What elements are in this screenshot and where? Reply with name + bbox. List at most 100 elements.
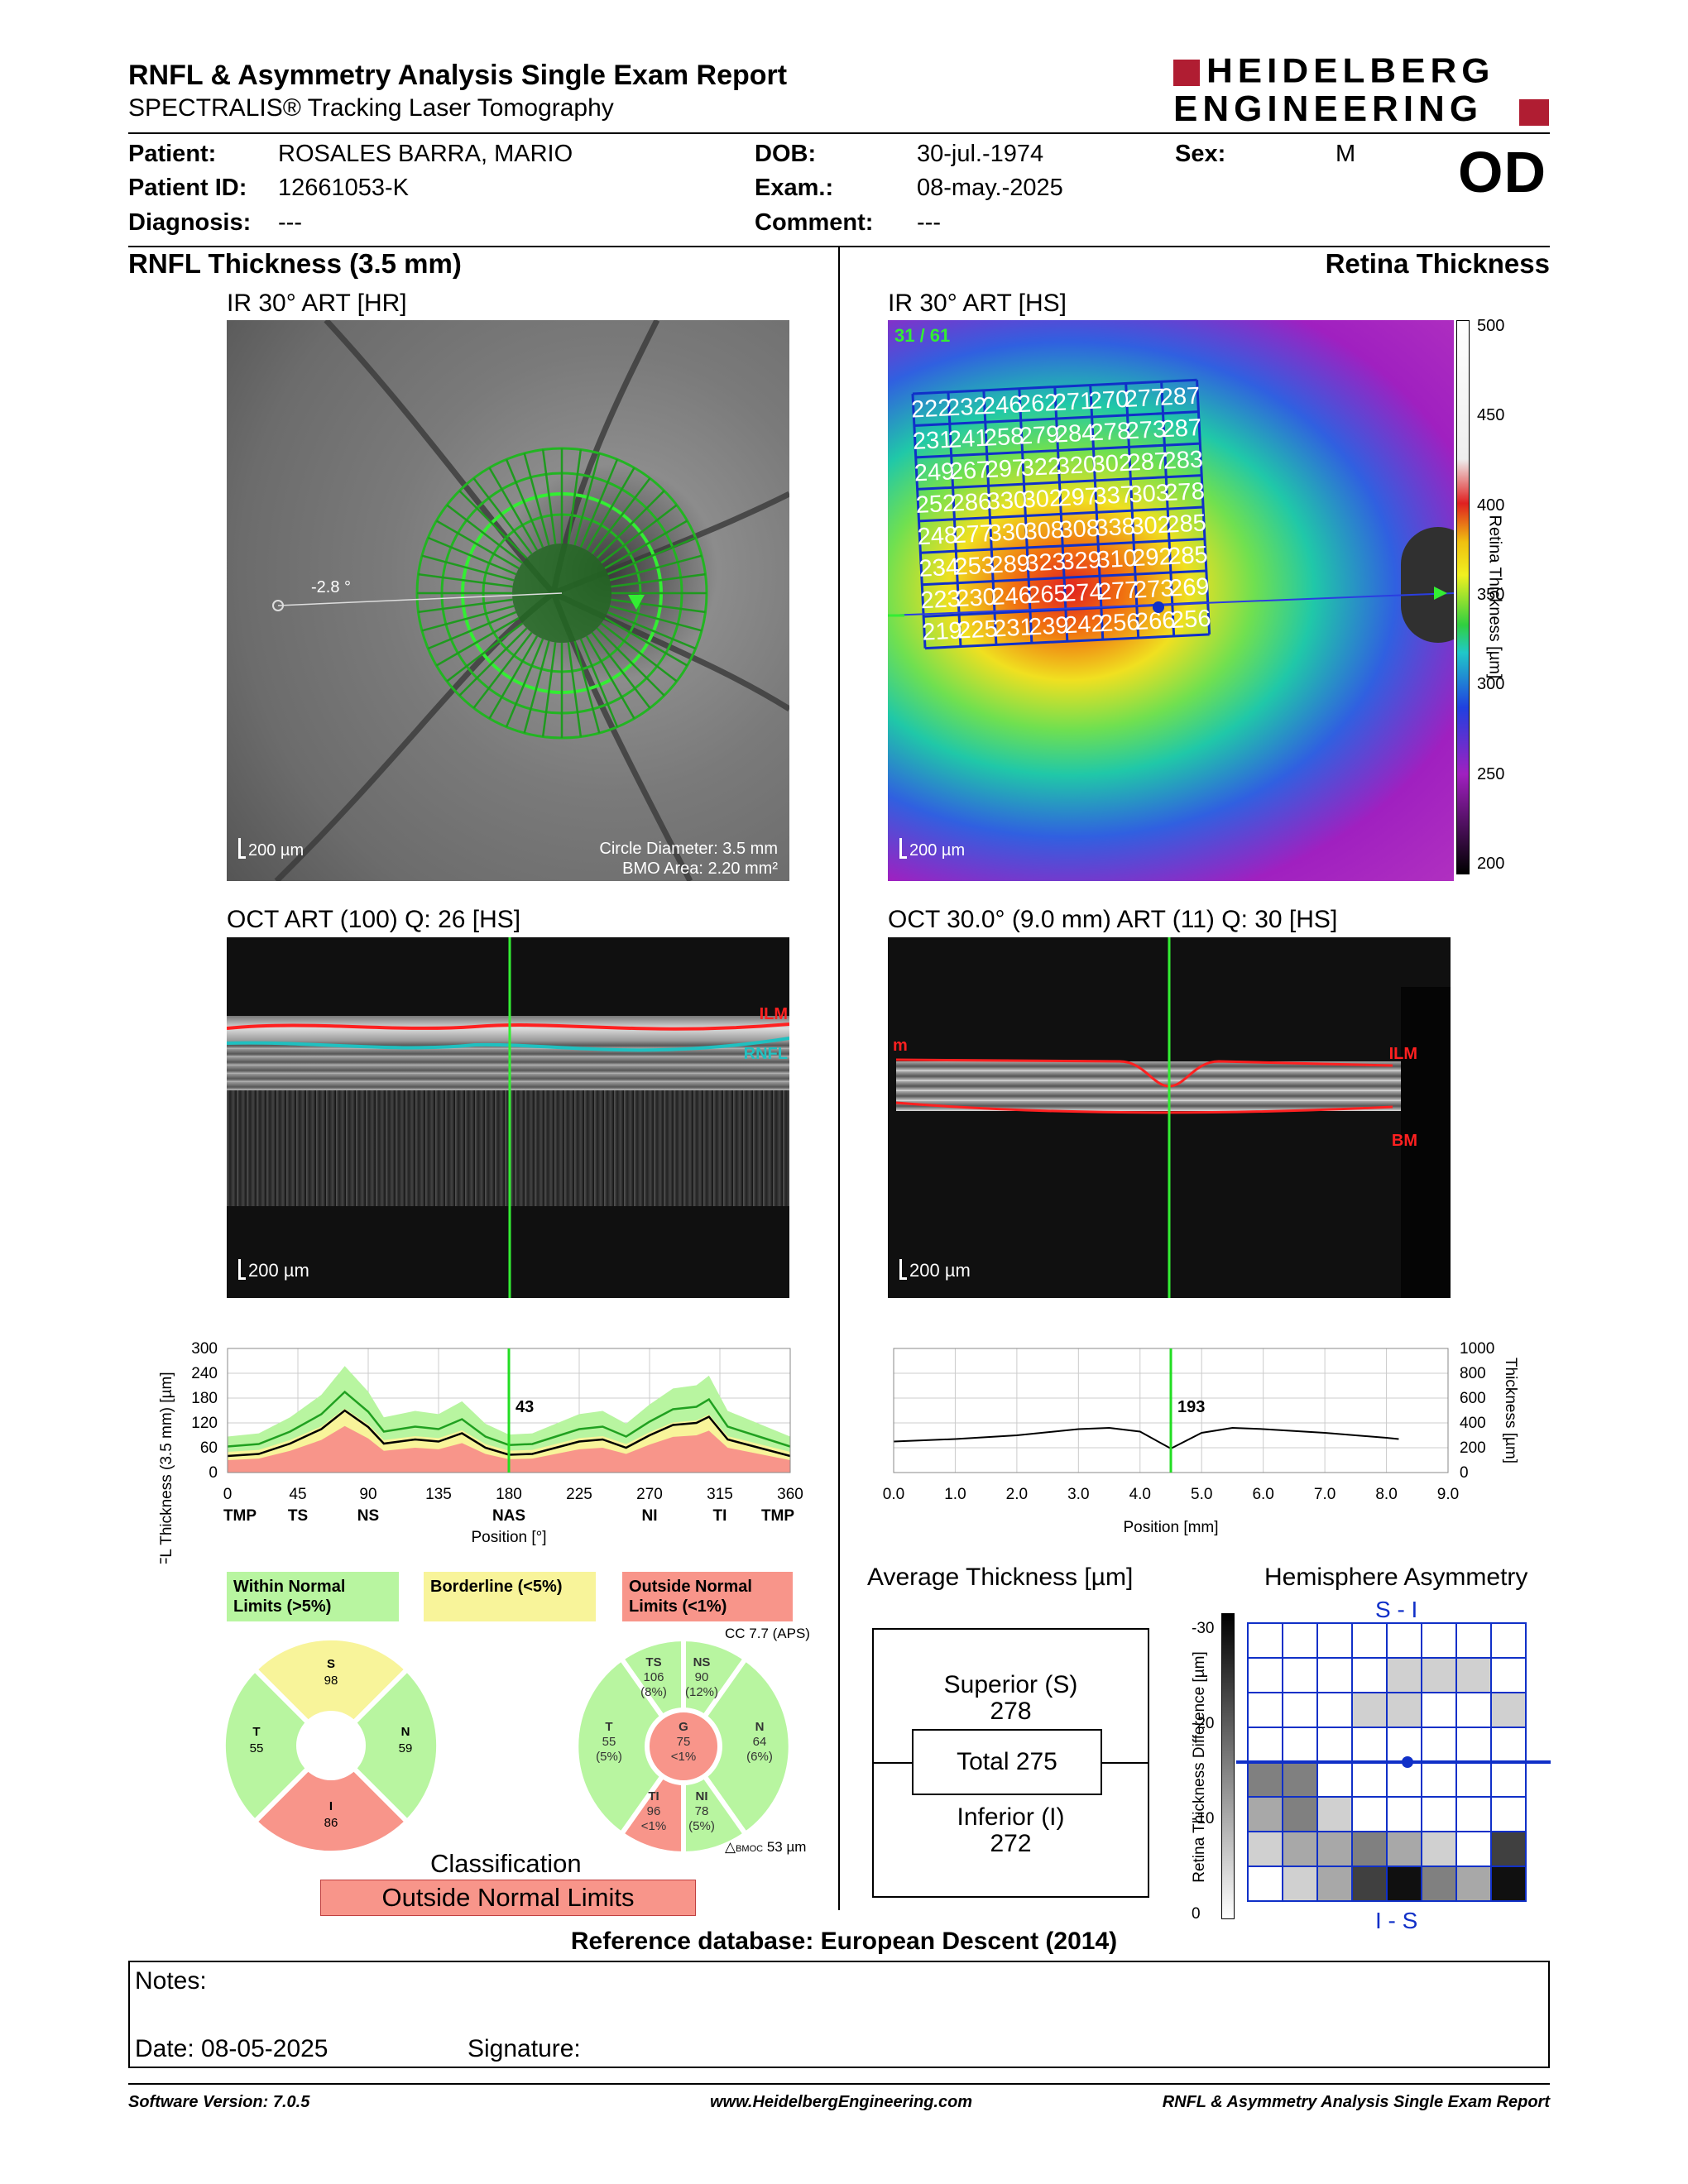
frame-counter: 31 / 61 — [894, 325, 951, 346]
svg-text:106: 106 — [643, 1670, 664, 1684]
asym-cell — [1386, 1796, 1422, 1832]
grid-value: 256 — [1170, 606, 1211, 634]
asym-top-label: S - I — [1375, 1597, 1418, 1622]
website-link[interactable]: www.HeidelbergEngineering.com — [710, 2093, 973, 2111]
sector-label: NS — [357, 1507, 379, 1525]
asym-marker — [1402, 1756, 1413, 1768]
svg-text:T: T — [605, 1720, 612, 1734]
asym-cell — [1247, 1727, 1283, 1763]
grid-value: 278 — [1090, 418, 1131, 446]
ir-fundus-image-left: -2.8 ° 200 µm Circle Diameter: 3.5 mm BM… — [227, 320, 789, 881]
sector-label: TMP — [761, 1507, 794, 1525]
retina-profile-chart: 0.0 1.0 2.0 3.0 4.0 5.0 6.0 7.0 8.0 9.00 200 400 600… — [883, 1340, 1519, 1536]
software-version: Software Version: 7.0.5 — [128, 2093, 310, 2111]
grid-line — [1160, 381, 1176, 637]
exam-label: Exam.: — [755, 175, 834, 201]
asym-cell — [1282, 1692, 1318, 1728]
grid-value: 277 — [952, 520, 994, 548]
grid-value: 320 — [1056, 452, 1097, 480]
scan-spoke — [609, 554, 703, 582]
svg-text:NI: NI — [696, 1789, 708, 1803]
oct-label-left: OCT ART (100) Q: 26 [HS] — [227, 906, 521, 933]
grid-value: 277 — [1097, 577, 1139, 605]
x-axis-label: Position [mm] — [1123, 1519, 1218, 1536]
scale-bar: 200 µm — [238, 838, 304, 860]
scan-spoke — [604, 520, 688, 570]
x-tick: 135 — [425, 1486, 452, 1503]
svg-text:TS: TS — [645, 1655, 661, 1669]
x-tick: 360 — [777, 1486, 803, 1503]
notes-box[interactable] — [128, 1961, 1550, 2068]
asym-cell — [1490, 1831, 1527, 1867]
m-label: m — [893, 1037, 908, 1055]
x-tick: 2.0 — [1006, 1486, 1028, 1503]
patient-label: Patient: — [128, 141, 217, 167]
sector-label: TMP — [223, 1507, 257, 1525]
ir-label-right: IR 30° ART [HS] — [888, 290, 1067, 317]
grid-value: 322 — [1020, 453, 1062, 481]
asymmetry-grid — [1236, 1622, 1551, 1902]
asym-cell — [1386, 1657, 1422, 1693]
legend-outside: Outside Normal Limits (<1%) — [622, 1572, 793, 1621]
asym-cell — [1351, 1692, 1388, 1728]
scan-spoke — [458, 627, 528, 697]
rnfl-label: RNFL — [743, 1045, 788, 1063]
grid-value: 337 — [1093, 481, 1134, 510]
dob: 30-jul.-1974 — [917, 141, 1044, 167]
x-tick: 45 — [289, 1486, 306, 1503]
svg-text:<1%: <1% — [671, 1750, 696, 1764]
grid-value: 273 — [1133, 575, 1174, 603]
asym-cell — [1386, 1866, 1422, 1902]
classification-value: Outside Normal Limits — [320, 1880, 696, 1916]
grid-value: 239 — [1028, 612, 1069, 640]
grid-value: 297 — [985, 455, 1026, 483]
svg-text:90: 90 — [695, 1670, 709, 1684]
y-tick: 240 — [191, 1365, 218, 1382]
colorbar-tick: 250 — [1477, 764, 1505, 783]
grid-value: 231 — [993, 614, 1034, 642]
grid-value: 231 — [912, 427, 953, 455]
grid-value: 323 — [1025, 548, 1067, 577]
grid-line — [918, 505, 1204, 523]
scan-spoke — [421, 605, 515, 632]
dob-label: DOB: — [755, 141, 817, 167]
asym-cell — [1282, 1796, 1318, 1832]
grid-value: 283 — [1163, 446, 1204, 474]
scan-spoke — [418, 572, 513, 588]
scan-spoke — [579, 638, 619, 728]
grid-value: 308 — [1024, 517, 1065, 545]
comment-label: Comment: — [755, 209, 874, 236]
grid-value: 302 — [1022, 485, 1063, 513]
scan-spoke — [541, 642, 557, 737]
asym-cell — [1247, 1692, 1283, 1728]
x-tick: 4.0 — [1129, 1486, 1151, 1503]
scan-spoke — [435, 616, 520, 667]
scan-spoke — [472, 631, 533, 709]
grid-line — [924, 633, 1210, 650]
asymmetry-title: Hemisphere Asymmetry — [1264, 1564, 1528, 1591]
classification-label: Classification — [430, 1849, 582, 1878]
svg-text:NS: NS — [693, 1655, 711, 1669]
scale-bar: 200 µm — [899, 838, 965, 860]
sector-label: NI — [642, 1507, 658, 1525]
grid-value: 271 — [1053, 388, 1094, 416]
diagnosis: --- — [278, 209, 302, 236]
scan-spoke — [523, 640, 550, 734]
grid-value: 258 — [983, 424, 1024, 452]
asym-cell — [1455, 1657, 1492, 1693]
patient-id: 12661053-K — [278, 175, 410, 201]
grid-value: 285 — [1167, 542, 1208, 570]
grid-value: 286 — [951, 489, 992, 517]
grid-line — [922, 569, 1206, 587]
inferior-label: Inferior (I) — [957, 1803, 1065, 1831]
grid-value: 253 — [954, 552, 995, 580]
superior-label: Superior (S) — [943, 1671, 1078, 1698]
asym-cell — [1282, 1761, 1318, 1798]
colorbar-tick: 350 — [1477, 586, 1505, 604]
scan-spoke — [505, 458, 544, 548]
asym-cell — [1421, 1622, 1457, 1659]
date-label: Date: 08-05-2025 — [135, 2035, 328, 2062]
scan-spoke — [523, 453, 550, 546]
scan-spoke — [573, 453, 601, 546]
scan-spoke — [418, 598, 513, 614]
